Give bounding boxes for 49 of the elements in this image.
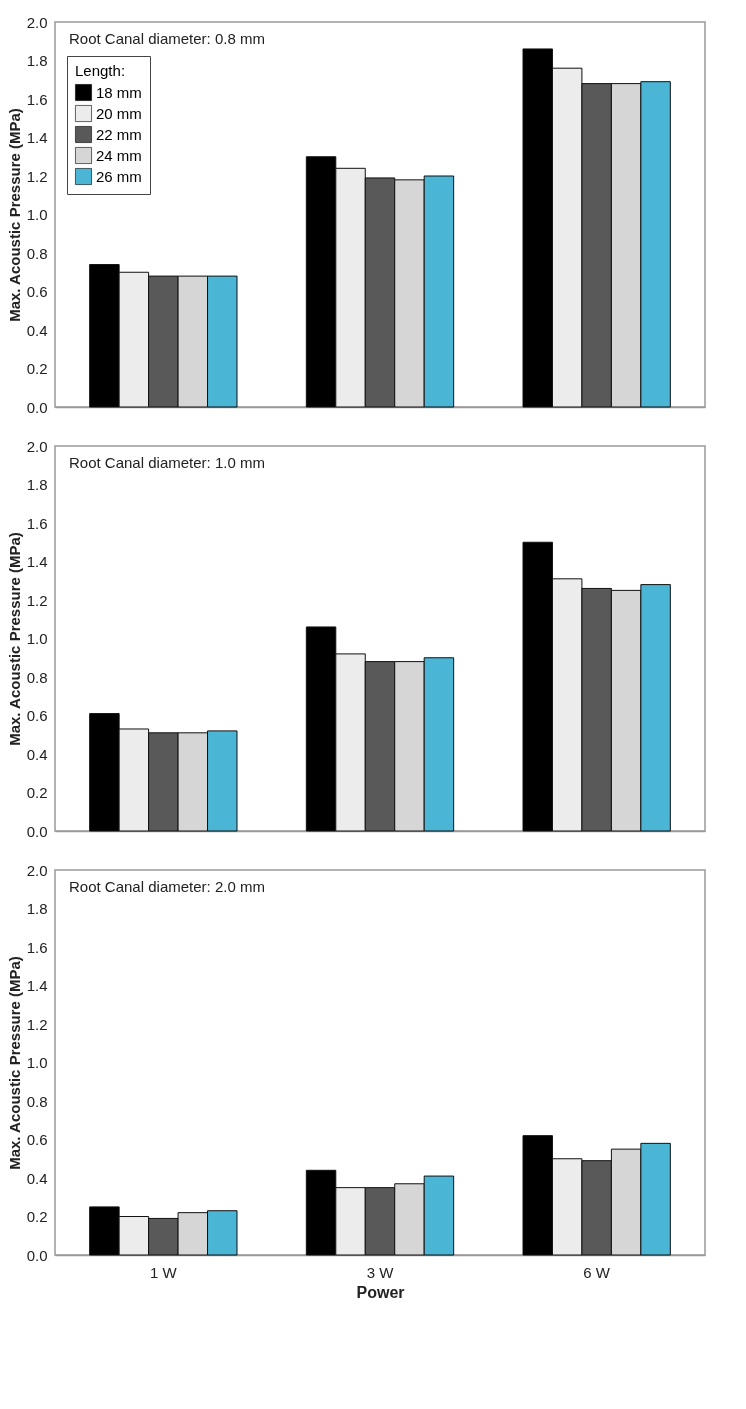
legend-label: 22 mm xyxy=(96,125,142,143)
y-tick-label: 0.0 xyxy=(26,822,48,840)
y-tick-label: 1.8 xyxy=(26,900,48,917)
y-tick-label: 0.8 xyxy=(26,244,48,262)
y-tick-label: 2.0 xyxy=(26,861,48,879)
y-tick-label: 0.2 xyxy=(26,1208,48,1225)
legend-label: 26 mm xyxy=(96,167,142,185)
legend-label: 24 mm xyxy=(96,146,142,164)
y-tick-label: 0.6 xyxy=(26,707,48,724)
x-axis-title: Power xyxy=(356,1283,405,1301)
y-tick-label: 1.2 xyxy=(26,1015,48,1033)
y-tick-label: 1.6 xyxy=(26,938,48,956)
annotation: Root Canal diameter: 0.8 mm xyxy=(69,30,265,47)
y-tick-label: 1.8 xyxy=(26,52,48,69)
annotation: Root Canal diameter: 2.0 mm xyxy=(69,878,265,895)
y-axis-title: Max. Acoustic Pressure (MPa) xyxy=(5,956,23,1170)
y-tick-label: 1.0 xyxy=(26,206,48,223)
y-tick-label: 0.2 xyxy=(26,360,48,377)
y-tick-label: 0.6 xyxy=(26,1131,48,1148)
legend-label: 18 mm xyxy=(96,83,142,101)
annotation: Root Canal diameter: 1.0 mm xyxy=(69,454,265,471)
y-tick-label: 0.8 xyxy=(26,1092,48,1110)
y-tick-label: 0.0 xyxy=(26,398,48,416)
y-tick-label: 1.6 xyxy=(26,90,48,108)
legend-label: 20 mm xyxy=(96,104,142,122)
legend-title: Length: xyxy=(75,62,126,79)
y-tick-label: 1.0 xyxy=(26,630,48,647)
y-tick-label: 0.4 xyxy=(26,1169,48,1187)
y-tick-label: 2.0 xyxy=(26,13,48,31)
y-tick-label: 1.2 xyxy=(26,591,48,609)
y-tick-label: 0.4 xyxy=(26,321,48,339)
x-tick-label: 1 W xyxy=(150,1263,178,1281)
y-tick-label: 1.2 xyxy=(26,167,48,185)
y-tick-label: 0.6 xyxy=(26,283,48,300)
y-tick-label: 1.4 xyxy=(26,977,48,994)
y-tick-label: 1.6 xyxy=(26,514,48,532)
y-tick-label: 2.0 xyxy=(26,437,48,455)
y-axis-title: Max. Acoustic Pressure (MPa) xyxy=(5,532,23,746)
x-tick-label: 6 W xyxy=(583,1263,611,1281)
y-tick-label: 0.8 xyxy=(26,668,48,686)
y-tick-label: 0.2 xyxy=(26,784,48,801)
y-tick-label: 0.4 xyxy=(26,745,48,763)
y-tick-label: 1.4 xyxy=(26,553,48,570)
y-tick-label: 1.4 xyxy=(26,129,48,146)
x-tick-label: 3 W xyxy=(366,1263,395,1281)
y-tick-label: 0.0 xyxy=(26,1246,48,1264)
y-tick-label: 1.8 xyxy=(26,476,48,493)
y-tick-label: 1.0 xyxy=(26,1054,48,1071)
y-axis-title: Max. Acoustic Pressure (MPa) xyxy=(5,108,23,322)
